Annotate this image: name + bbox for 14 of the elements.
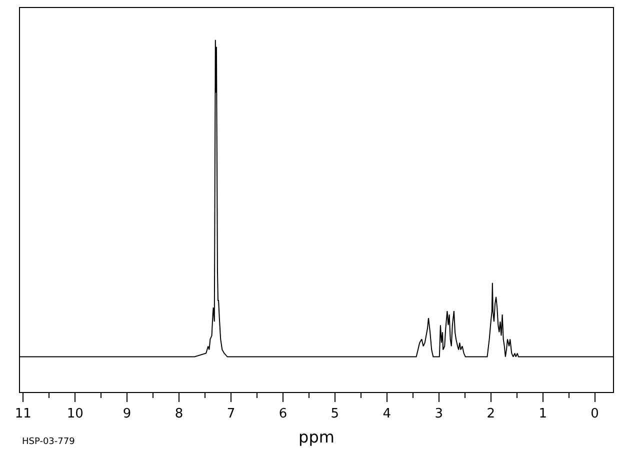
- x-tick-label: 1: [538, 406, 547, 422]
- x-tick-label: 6: [278, 406, 288, 422]
- x-tick-label: 10: [66, 406, 84, 422]
- text: HSP-03-779: [22, 437, 76, 447]
- x-tick-label: 7: [226, 406, 236, 422]
- x-tick-label: 9: [122, 406, 132, 422]
- x-tick-label: 2: [486, 406, 496, 422]
- x-tick-label: 3: [434, 406, 444, 422]
- x-tick-label: 11: [14, 406, 32, 422]
- x-tick-label: 4: [382, 406, 392, 422]
- x-tick-label: 0: [590, 406, 599, 422]
- x-tick-label: 8: [174, 406, 184, 422]
- x-axis-title: ppm: [298, 427, 334, 446]
- x-tick-label: 5: [330, 406, 340, 422]
